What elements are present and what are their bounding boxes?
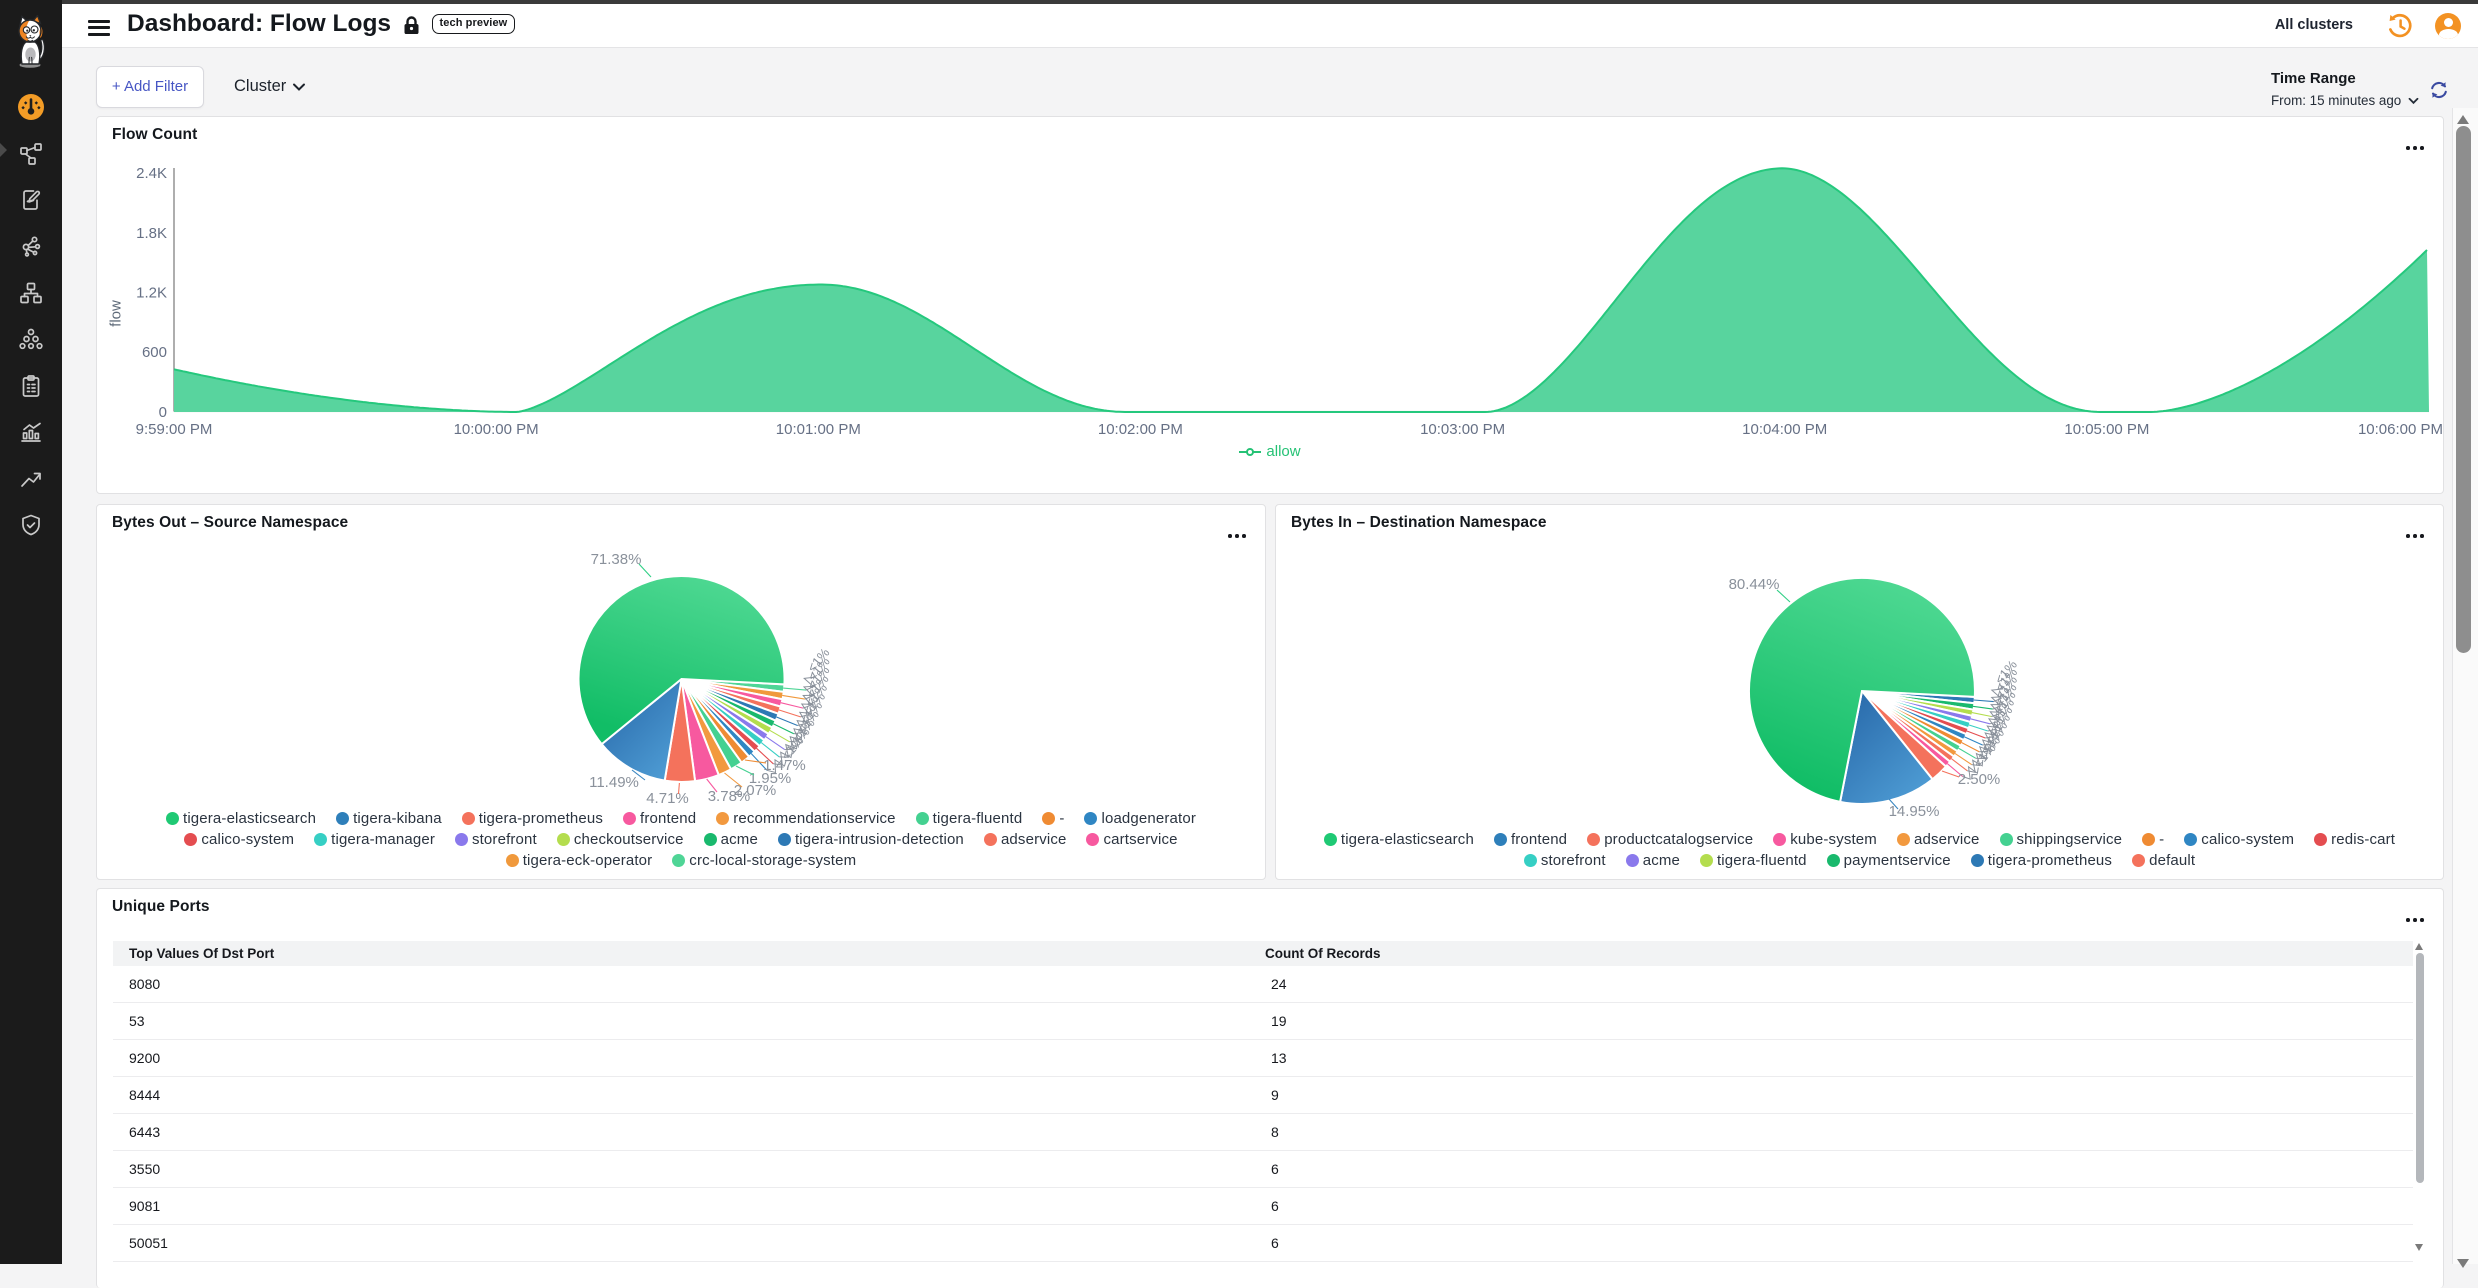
svg-text:2.07%: 2.07% (734, 782, 777, 799)
svg-text:10:00:00 PM: 10:00:00 PM (454, 421, 539, 438)
svg-text:10:01:00 PM: 10:01:00 PM (776, 421, 861, 438)
svg-text:10:05:00 PM: 10:05:00 PM (2064, 421, 2149, 438)
svg-text:3.78%: 3.78% (708, 788, 751, 805)
svg-text:10:06:00 PM: 10:06:00 PM (2358, 421, 2443, 438)
svg-text:10:02:00 PM: 10:02:00 PM (1098, 421, 1183, 438)
svg-text:2.50%: 2.50% (1958, 771, 2001, 788)
svg-text:10:04:00 PM: 10:04:00 PM (1742, 421, 1827, 438)
svg-text:14.95%: 14.95% (1889, 803, 1940, 820)
svg-text:1.47%: 1.47% (763, 757, 806, 774)
svg-text:0: 0 (159, 404, 167, 421)
svg-text:1.95%: 1.95% (749, 770, 792, 787)
svg-text:80.44%: 80.44% (1729, 576, 1780, 593)
svg-text:11.49%: 11.49% (589, 774, 639, 791)
svg-text:4.71%: 4.71% (646, 790, 689, 807)
svg-text:2.4K: 2.4K (136, 165, 167, 182)
svg-text:600: 600 (142, 344, 167, 361)
svg-text:1.2K: 1.2K (136, 285, 167, 302)
svg-text:9:59:00 PM: 9:59:00 PM (136, 421, 213, 438)
svg-text:1.8K: 1.8K (136, 225, 167, 242)
svg-text:10:03:00 PM: 10:03:00 PM (1420, 421, 1505, 438)
svg-text:71.38%: 71.38% (591, 551, 642, 568)
